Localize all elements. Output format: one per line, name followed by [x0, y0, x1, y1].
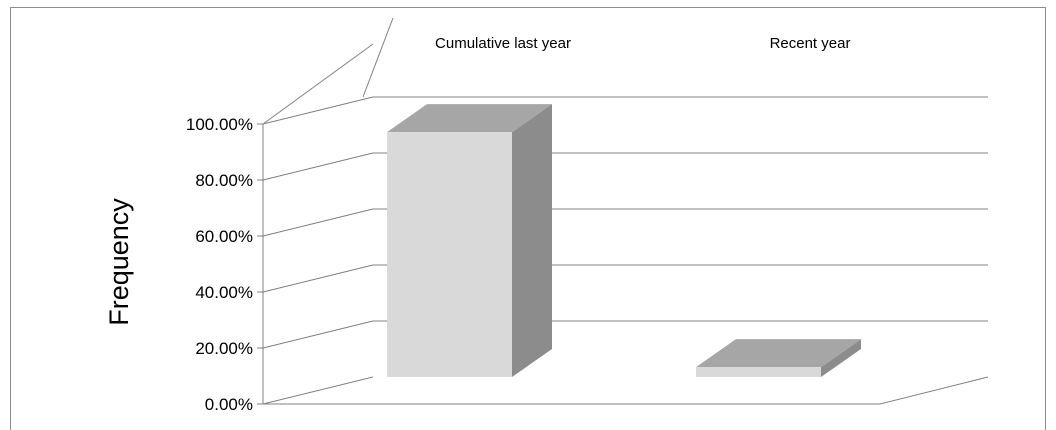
gridline-depth: [262, 208, 374, 237]
bar-side: [512, 104, 552, 378]
y-tick-label: 100.00%: [186, 115, 253, 134]
category-label: Recent year: [770, 35, 851, 52]
wall-top-edge: [262, 43, 374, 125]
bars: [387, 104, 861, 378]
category-label: Cumulative last year: [435, 35, 571, 52]
gridline-depth: [262, 96, 374, 125]
y-tick-label: 40.00%: [195, 283, 253, 302]
gridline-depth: [262, 376, 374, 405]
y-tick-label: 20.00%: [195, 339, 253, 358]
gridline-depth: [262, 264, 374, 293]
y-axis-title: Frequency: [104, 198, 134, 326]
wall-top-edge: [362, 17, 394, 98]
gridline-depth: [262, 320, 374, 349]
bar-top: [387, 104, 552, 133]
bar-side: [821, 339, 861, 377]
floor-right-edge: [879, 376, 989, 405]
bar-front: [387, 132, 512, 377]
bar-2: [696, 339, 861, 377]
y-tick-labels: 0.00% 20.00% 40.00% 60.00% 80.00% 100.00%: [186, 115, 253, 414]
bar-front: [696, 367, 821, 377]
y-tick-label: 80.00%: [195, 171, 253, 190]
bar-top: [696, 339, 861, 368]
category-labels: Cumulative last year Recent year: [435, 35, 850, 52]
bar-1: [387, 104, 552, 378]
gridline-depth: [262, 152, 374, 181]
y-tick-label: 0.00%: [205, 395, 253, 414]
chart-walls: [257, 17, 989, 405]
y-tick-label: 60.00%: [195, 227, 253, 246]
